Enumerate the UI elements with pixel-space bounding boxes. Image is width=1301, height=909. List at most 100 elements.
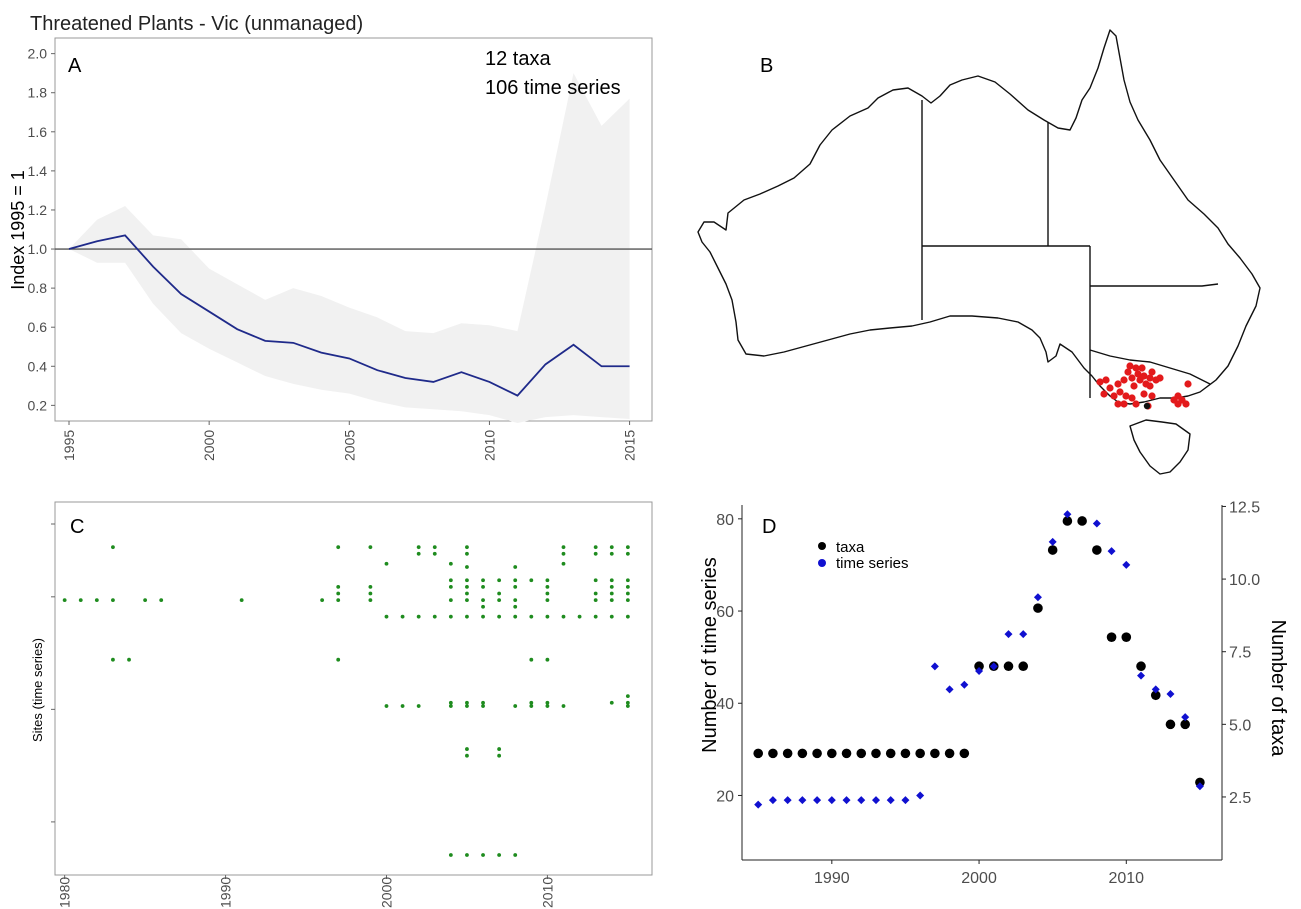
site-observation <box>94 598 99 603</box>
site-observation <box>593 598 598 603</box>
time-series-point <box>783 796 792 805</box>
site-point <box>1096 378 1104 386</box>
site-point <box>1122 392 1130 400</box>
time-series-point <box>886 796 895 805</box>
site-observation <box>545 598 550 603</box>
panel-d-legend: taxa time series <box>818 539 909 572</box>
x-tick-label: 2010 <box>1108 870 1144 887</box>
site-observation <box>416 614 421 619</box>
taxa-point <box>1092 545 1102 555</box>
y-tick-label-right: 2.5 <box>1229 790 1251 807</box>
site-point <box>1146 374 1154 382</box>
panel-a: 0.2 0.4 0.6 0.8 1.0 1.2 1.4 1.6 1.8 2.0 1995 2000 20… <box>8 37 653 461</box>
y-tick-label: 1.6 <box>28 124 48 140</box>
site-observation <box>529 700 534 705</box>
site-observation <box>625 598 630 603</box>
site-observation <box>481 578 485 583</box>
site-observation <box>159 598 164 603</box>
site-observation <box>497 591 502 596</box>
site-point <box>1156 374 1164 382</box>
taxa-point <box>1121 632 1132 642</box>
y-tick-label-left: 60 <box>716 604 734 621</box>
taxa-point <box>841 748 852 759</box>
x-tick-label: 2005 <box>341 430 357 461</box>
site-point <box>1120 376 1128 384</box>
legend-series-label: time series <box>836 555 909 572</box>
taxa-point <box>1033 603 1043 613</box>
panel-a-annotation-series: 106 time series <box>485 77 621 99</box>
site-observation <box>497 598 502 603</box>
site-observation <box>513 578 518 583</box>
legend-series-marker <box>818 559 826 567</box>
time-series-point <box>798 796 807 805</box>
time-series-point <box>930 662 939 671</box>
panel-b-label: B <box>760 55 773 77</box>
site-observation <box>368 598 373 603</box>
site-observation <box>545 700 550 705</box>
x-tick-label: 1990 <box>814 870 850 887</box>
site-point <box>1148 392 1156 400</box>
site-observation <box>448 584 453 589</box>
site-observation <box>481 598 485 603</box>
site-observation <box>625 584 630 589</box>
time-series-point <box>827 796 836 805</box>
figure-title: Threatened Plants - Vic (unmanaged) <box>30 13 363 35</box>
time-series-point <box>989 662 998 671</box>
time-series-point <box>842 796 851 805</box>
site-point <box>1114 400 1122 408</box>
x-tick-label: 1980 <box>57 877 73 908</box>
time-series-point <box>1151 685 1160 694</box>
time-series-point <box>945 685 954 694</box>
site-observation <box>609 614 614 619</box>
panel-c: 1980 1990 2000 2010 C Sites (time series) <box>30 501 653 908</box>
site-observation <box>336 598 341 603</box>
site-observation <box>239 598 244 603</box>
time-series-point <box>1122 560 1131 569</box>
taxa-point <box>768 748 778 759</box>
site-point <box>1174 392 1182 400</box>
site-observation <box>625 694 630 699</box>
site-observation <box>545 578 550 583</box>
site-observation <box>384 704 389 708</box>
site-observation <box>513 614 518 619</box>
time-series-point <box>1033 593 1042 602</box>
site-observation <box>368 584 373 589</box>
taxa-point <box>1003 661 1014 672</box>
site-point <box>1182 400 1190 408</box>
site-observation <box>448 700 453 705</box>
taxa-point <box>900 748 911 759</box>
taxa-point <box>1150 690 1161 701</box>
site-observation <box>465 700 469 705</box>
site-observation <box>625 700 630 705</box>
taxa-point <box>1165 719 1176 730</box>
site-point <box>1130 382 1138 390</box>
time-series-point <box>1019 630 1028 639</box>
panel-d-ylabel-right: Number of taxa <box>1267 620 1289 758</box>
site-observation <box>481 704 485 708</box>
site-point <box>1120 400 1128 408</box>
panel-a-label: A <box>68 55 82 77</box>
site-observation <box>111 657 115 662</box>
taxa-point <box>1062 516 1073 526</box>
site-observation <box>513 704 518 708</box>
site-point <box>1116 388 1124 396</box>
site-point <box>1106 384 1114 392</box>
taxa-point <box>1136 661 1146 672</box>
site-observation <box>513 565 518 569</box>
site-observation <box>465 584 469 589</box>
site-observation <box>497 747 502 751</box>
y-tick-label: 0.4 <box>28 358 48 374</box>
site-observation <box>593 591 598 596</box>
site-point <box>1148 368 1156 376</box>
site-observation <box>448 704 453 708</box>
taxa-point <box>827 748 837 759</box>
site-observation <box>577 614 582 619</box>
x-tick-label: 2000 <box>201 430 217 461</box>
y-tick-label: 1.4 <box>28 163 48 179</box>
panel-c-label: C <box>70 516 84 538</box>
site-observation <box>432 545 437 550</box>
confidence-band <box>69 73 630 423</box>
site-observation <box>561 545 566 550</box>
site-observation <box>529 704 534 708</box>
taxa-point <box>1047 545 1058 555</box>
